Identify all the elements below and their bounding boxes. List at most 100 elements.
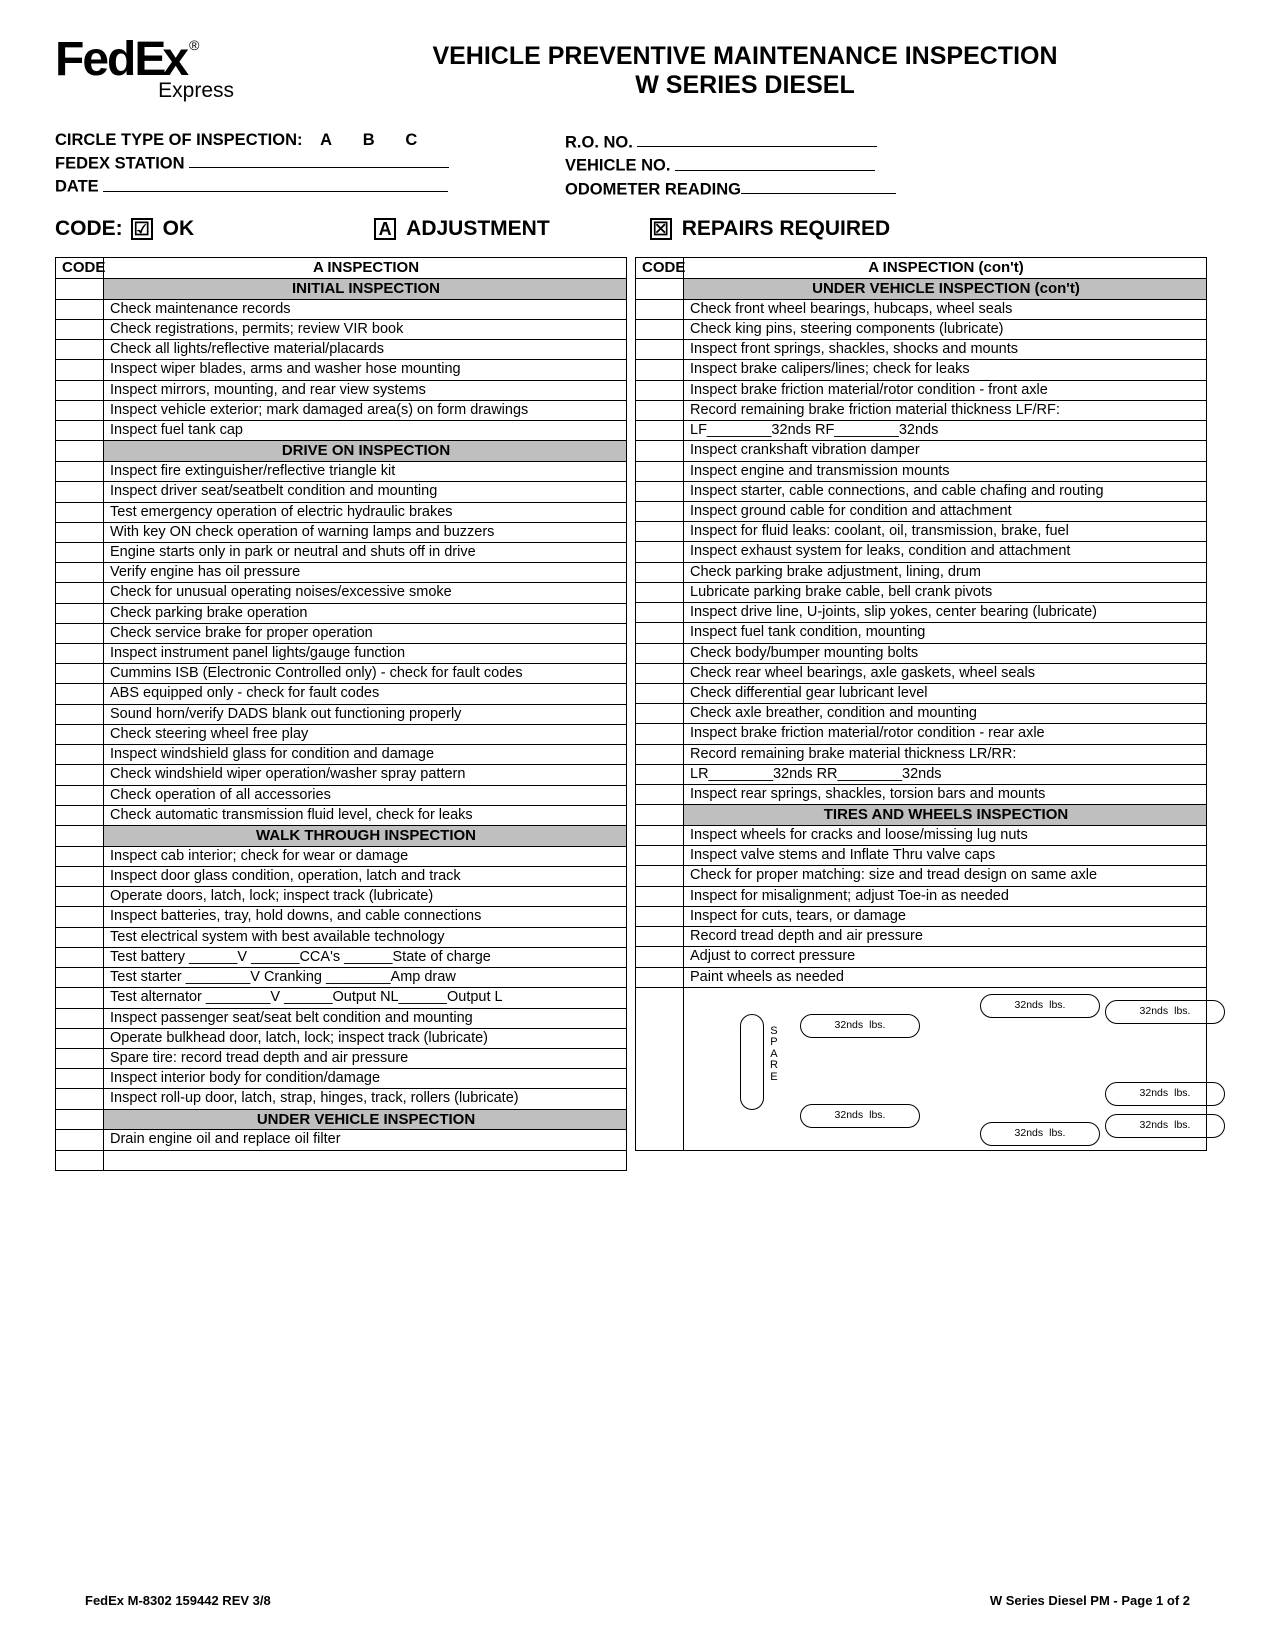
tire-record[interactable]: 32ndslbs. xyxy=(1105,1082,1225,1106)
code-cell[interactable] xyxy=(56,441,104,462)
code-cell[interactable] xyxy=(56,1008,104,1028)
code-cell[interactable] xyxy=(56,563,104,583)
code-cell[interactable] xyxy=(56,1028,104,1048)
station-field[interactable] xyxy=(189,152,449,169)
vehicle-field[interactable] xyxy=(675,154,875,171)
code-cell[interactable] xyxy=(636,886,684,906)
code-cell[interactable] xyxy=(56,846,104,866)
code-cell[interactable] xyxy=(56,320,104,340)
code-cell[interactable] xyxy=(56,1130,104,1150)
code-cell[interactable] xyxy=(636,481,684,501)
code-cell[interactable] xyxy=(636,987,684,1150)
code-cell[interactable] xyxy=(56,644,104,664)
code-cell[interactable] xyxy=(56,542,104,562)
code-cell[interactable] xyxy=(56,522,104,542)
code-cell[interactable] xyxy=(56,1089,104,1109)
code-cell[interactable] xyxy=(636,299,684,319)
code-cell[interactable] xyxy=(636,522,684,542)
code-cell[interactable] xyxy=(56,1048,104,1068)
code-cell[interactable] xyxy=(56,765,104,785)
code-cell[interactable] xyxy=(636,421,684,441)
code-cell[interactable] xyxy=(56,826,104,847)
code-cell[interactable] xyxy=(56,805,104,825)
odometer-field[interactable] xyxy=(741,178,896,195)
code-cell[interactable] xyxy=(56,947,104,967)
code-cell[interactable] xyxy=(636,562,684,582)
code-cell[interactable] xyxy=(636,683,684,703)
code-cell[interactable] xyxy=(636,724,684,744)
code-cell[interactable] xyxy=(56,502,104,522)
code-cell[interactable] xyxy=(636,927,684,947)
code-cell[interactable] xyxy=(636,906,684,926)
code-cell[interactable] xyxy=(636,623,684,643)
info-fields: CIRCLE TYPE OF INSPECTION: A B C FEDEX S… xyxy=(55,131,1220,202)
code-cell[interactable] xyxy=(636,805,684,826)
code-cell[interactable] xyxy=(636,380,684,400)
code-cell[interactable] xyxy=(636,846,684,866)
code-cell[interactable] xyxy=(636,744,684,764)
tire-record[interactable]: 32ndslbs. xyxy=(800,1014,920,1038)
header: FedEx® Express VEHICLE PREVENTIVE MAINTE… xyxy=(55,40,1220,103)
code-cell[interactable] xyxy=(56,380,104,400)
code-cell[interactable] xyxy=(56,279,104,300)
ok-mark-icon: ☑ xyxy=(131,218,153,240)
code-cell[interactable] xyxy=(56,887,104,907)
code-cell[interactable] xyxy=(56,603,104,623)
code-cell[interactable] xyxy=(636,340,684,360)
tire-record[interactable]: 32ndslbs. xyxy=(1105,1000,1225,1024)
code-cell[interactable] xyxy=(56,704,104,724)
code-cell[interactable] xyxy=(56,988,104,1008)
date-field[interactable] xyxy=(103,175,448,192)
code-cell[interactable] xyxy=(56,968,104,988)
code-cell[interactable] xyxy=(56,462,104,482)
code-cell[interactable] xyxy=(56,299,104,319)
code-cell[interactable] xyxy=(636,826,684,846)
opt-a[interactable]: A xyxy=(307,131,345,150)
code-cell[interactable] xyxy=(56,664,104,684)
code-cell[interactable] xyxy=(636,663,684,683)
ro-field[interactable] xyxy=(637,131,877,148)
code-cell[interactable] xyxy=(636,320,684,340)
code-cell[interactable] xyxy=(636,279,684,300)
tire-record[interactable]: 32ndslbs. xyxy=(800,1104,920,1128)
code-cell[interactable] xyxy=(56,583,104,603)
opt-b[interactable]: B xyxy=(350,131,388,150)
tire-record[interactable]: 32ndslbs. xyxy=(980,1122,1100,1146)
inspection-item: Inspect brake friction material/rotor co… xyxy=(684,380,1207,400)
code-cell[interactable] xyxy=(636,400,684,420)
code-cell[interactable] xyxy=(636,785,684,805)
code-cell[interactable] xyxy=(56,907,104,927)
code-cell[interactable] xyxy=(636,603,684,623)
code-cell[interactable] xyxy=(56,684,104,704)
code-cell[interactable] xyxy=(56,340,104,360)
opt-c[interactable]: C xyxy=(392,131,430,150)
date-label: DATE xyxy=(55,178,99,196)
code-cell[interactable] xyxy=(56,360,104,380)
code-cell[interactable] xyxy=(56,623,104,643)
code-cell[interactable] xyxy=(636,542,684,562)
code-cell[interactable] xyxy=(56,785,104,805)
code-cell[interactable] xyxy=(56,1109,104,1130)
code-cell[interactable] xyxy=(56,1150,104,1170)
code-cell[interactable] xyxy=(636,441,684,461)
code-cell[interactable] xyxy=(636,643,684,663)
code-cell[interactable] xyxy=(56,724,104,744)
code-cell[interactable] xyxy=(56,421,104,441)
code-cell[interactable] xyxy=(636,360,684,380)
code-cell[interactable] xyxy=(636,501,684,521)
code-cell[interactable] xyxy=(636,704,684,724)
tire-record[interactable]: 32ndslbs. xyxy=(1105,1114,1225,1138)
code-cell[interactable] xyxy=(636,461,684,481)
code-cell[interactable] xyxy=(56,927,104,947)
code-cell[interactable] xyxy=(636,764,684,784)
code-cell[interactable] xyxy=(636,582,684,602)
code-cell[interactable] xyxy=(636,947,684,967)
tire-record[interactable]: 32ndslbs. xyxy=(980,994,1100,1018)
code-cell[interactable] xyxy=(56,400,104,420)
code-cell[interactable] xyxy=(636,866,684,886)
code-cell[interactable] xyxy=(56,745,104,765)
code-cell[interactable] xyxy=(56,866,104,886)
code-cell[interactable] xyxy=(56,482,104,502)
code-cell[interactable] xyxy=(636,967,684,987)
code-cell[interactable] xyxy=(56,1069,104,1089)
